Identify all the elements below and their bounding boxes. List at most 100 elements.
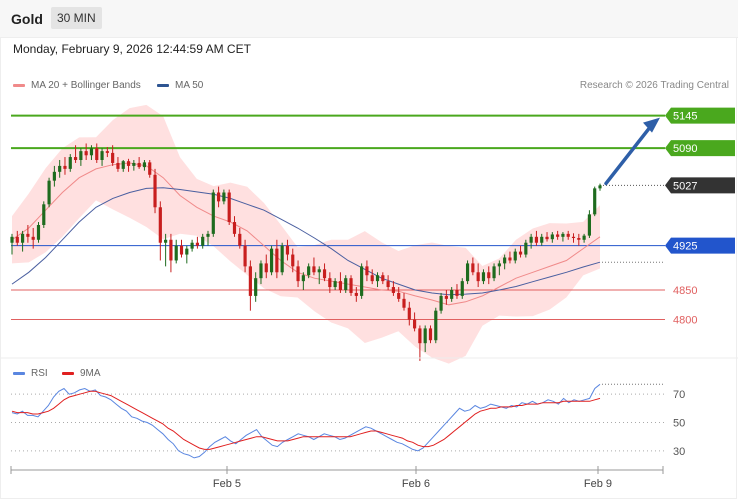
candle-body <box>232 222 237 234</box>
level-label-5027: 5027 <box>673 180 697 192</box>
candle-body <box>179 245 184 255</box>
ma9-swatch <box>62 371 74 375</box>
candle-body <box>455 290 459 296</box>
candle-body <box>148 162 152 175</box>
candle-body <box>291 254 295 267</box>
candle-body <box>174 245 178 261</box>
candle-body <box>211 192 215 234</box>
candle-body <box>381 275 385 282</box>
legend-9ma-label: 9MA <box>80 368 101 379</box>
candle-body <box>492 266 496 279</box>
candle-body <box>15 236 19 243</box>
candle-body <box>577 238 581 240</box>
candle-body <box>26 233 30 237</box>
credit-text: Research © 2026 Trading Central <box>579 80 729 91</box>
candle-body <box>63 165 67 169</box>
candle-body <box>217 192 221 202</box>
rsi-tick-50: 50 <box>673 418 685 430</box>
candle-body <box>465 263 470 282</box>
candle-body <box>164 239 168 243</box>
candle-body <box>534 236 539 243</box>
candle-body <box>100 151 104 160</box>
bollinger-band <box>12 104 600 364</box>
candle-body <box>423 328 427 344</box>
timeframe-button[interactable]: 30 MIN <box>51 7 102 29</box>
candle-body <box>471 263 475 273</box>
rsi-swatch <box>13 371 25 375</box>
candle-body <box>508 257 512 261</box>
candle-body <box>481 272 486 282</box>
candle-body <box>116 162 120 169</box>
candle-body <box>566 233 570 237</box>
candle-body <box>418 328 422 344</box>
candle-body <box>540 236 544 243</box>
candle-body <box>132 162 136 166</box>
candle-body <box>238 233 242 246</box>
candle-body <box>269 248 274 273</box>
candle-body <box>322 269 327 279</box>
candle-body <box>434 310 438 341</box>
ma50-line <box>11 187 601 296</box>
candle-body <box>328 278 332 288</box>
level-tag-5145 <box>665 107 735 124</box>
candle-body <box>561 233 565 237</box>
candle-body <box>10 236 14 243</box>
x-tick-label: Feb 9 <box>584 478 612 490</box>
candle-body <box>169 239 173 261</box>
candle-body <box>42 204 46 225</box>
candle-body <box>365 266 369 276</box>
candle-body <box>280 245 284 273</box>
level-tag-5090 <box>665 140 735 157</box>
candle-body <box>349 278 353 293</box>
candle-body <box>428 328 433 341</box>
candle-body <box>195 242 199 246</box>
candle-body <box>503 257 507 264</box>
candle-body <box>185 248 189 255</box>
ma20-line <box>11 162 601 306</box>
forecast-arrow-shaft <box>604 122 654 186</box>
legend-rsi-label: RSI <box>31 368 48 379</box>
candle-body <box>95 148 99 160</box>
candle-body <box>545 236 549 240</box>
legend-rsi: RSI <box>13 368 48 379</box>
x-tick-label: Feb 6 <box>402 478 430 490</box>
legend-ma20: MA 20 + Bollinger Bands <box>13 80 141 91</box>
candle-body <box>413 319 417 329</box>
candle-body <box>301 275 305 282</box>
candle-body <box>582 235 586 240</box>
candle-body <box>201 236 205 246</box>
candle-body <box>344 278 348 290</box>
candle-body <box>407 307 411 320</box>
candle-body <box>111 152 115 163</box>
ma20-swatch <box>13 83 25 87</box>
candle-body <box>487 272 491 279</box>
candle-body <box>598 185 602 189</box>
candle-body <box>312 266 316 273</box>
candle-body <box>513 251 517 261</box>
rsi-ma-line <box>11 390 601 450</box>
candle-body <box>391 287 395 293</box>
candle-body <box>153 174 157 208</box>
candle-body <box>587 214 591 236</box>
candle-body <box>58 165 62 172</box>
candle-body <box>158 207 162 243</box>
level-label-5090: 5090 <box>673 143 697 155</box>
candle-body <box>444 295 448 299</box>
candle-body <box>518 251 523 255</box>
candle-body <box>68 157 72 169</box>
candle-body <box>84 151 88 156</box>
candle-body <box>47 180 51 205</box>
candle-body <box>360 266 364 296</box>
candle-body <box>264 263 268 273</box>
candle-body <box>476 272 480 282</box>
candle-body <box>21 233 25 243</box>
candle-body <box>354 292 358 296</box>
legend-ma20-label: MA 20 + Bollinger Bands <box>31 80 141 91</box>
legend-9ma: 9MA <box>62 368 101 379</box>
ma50-swatch <box>157 83 169 87</box>
candle-body <box>254 278 258 296</box>
candle-body <box>529 236 533 243</box>
level-label-4800: 4800 <box>673 315 697 327</box>
candle-body <box>370 275 374 282</box>
candle-body <box>338 281 343 290</box>
